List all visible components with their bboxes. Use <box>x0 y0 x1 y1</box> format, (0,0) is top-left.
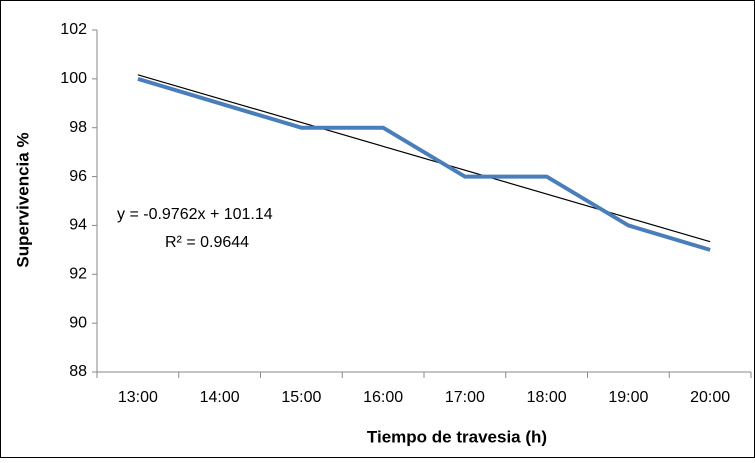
y-tick-label: 96 <box>69 168 87 185</box>
x-tick-label: 20:00 <box>690 389 730 406</box>
data-line <box>137 76 711 252</box>
x-tick-label: 13:00 <box>118 389 158 406</box>
y-tick-label: 100 <box>60 70 87 87</box>
y-axis-title: Supervivencia % <box>13 132 32 267</box>
x-tick-label: 17:00 <box>445 389 485 406</box>
trendline <box>137 74 711 243</box>
y-tick-label: 102 <box>60 21 87 38</box>
x-tick-label: 15:00 <box>281 389 321 406</box>
trend-equation: y = -0.9762x + 101.14 <box>117 206 273 223</box>
y-tick-label: 90 <box>69 314 87 331</box>
y-tick-label: 98 <box>69 119 87 136</box>
x-tick-label: 14:00 <box>200 389 240 406</box>
x-axis-title: Tiempo de travesia (h) <box>367 427 547 446</box>
x-tick-label: 16:00 <box>363 389 403 406</box>
trend-r2: R² = 0.9644 <box>165 234 249 251</box>
y-tick-label: 92 <box>69 266 87 283</box>
y-tick-label: 94 <box>69 217 87 234</box>
y-tick-label: 88 <box>69 363 87 380</box>
x-tick-label: 18:00 <box>527 389 567 406</box>
x-tick-label: 19:00 <box>608 389 648 406</box>
